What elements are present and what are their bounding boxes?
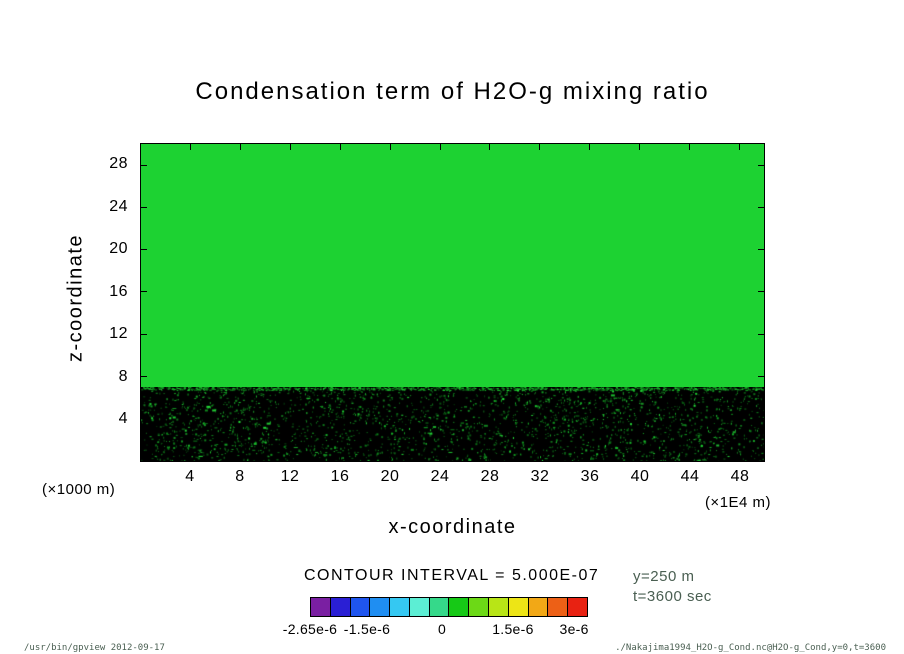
colorbar-tick-label: -2.65e-6	[282, 621, 338, 637]
speckle-canvas	[141, 387, 764, 461]
chart-title: Condensation term of H2O-g mixing ratio	[195, 78, 710, 105]
y-tick-label: 4	[118, 410, 128, 428]
colorbar-labels: -2.65e-6 -1.5e-6 0 1.5e-6 3e-6	[283, 621, 589, 637]
colorbar-tick-label: 1.5e-6	[492, 621, 534, 637]
colorbar-cell	[311, 598, 331, 616]
x-axis-tick-mark	[489, 144, 491, 150]
x-tick-label: 12	[280, 468, 300, 485]
x-axis-tick-mark	[688, 455, 690, 461]
y-axis-tick-mark	[141, 375, 147, 377]
x-axis-tick-mark	[489, 455, 491, 461]
x-axis-tick-mark	[389, 144, 391, 150]
x-axis-label: x-coordinate	[388, 516, 517, 538]
y-tick-label: 12	[109, 325, 128, 343]
colorbar-cell	[568, 598, 587, 616]
contour-interval-label: CONTOUR INTERVAL = 5.000E-07	[304, 567, 600, 584]
colorbar	[310, 597, 588, 617]
x-axis-tick-mark	[339, 455, 341, 461]
x-tick-label: 32	[530, 468, 550, 485]
colorbar-cell	[429, 598, 450, 616]
y-tick-label: 8	[118, 367, 128, 385]
colorbar-cell	[508, 598, 529, 616]
colorbar-cell	[489, 598, 509, 616]
footer-command-line: /usr/bin/gpview 2012-09-17	[24, 643, 165, 653]
x-axis-tick-mark	[339, 144, 341, 150]
annotation-y-slice: y=250 m	[633, 568, 695, 585]
y-axis-tick-mark	[141, 164, 147, 166]
y-tick-label: 20	[109, 240, 128, 258]
colorbar-cell	[548, 598, 569, 616]
x-tick-label: 24	[430, 468, 450, 485]
annotation-time: t=3600 sec	[633, 588, 712, 605]
x-tick-label: 44	[680, 468, 700, 485]
x-axis-tick-mark	[290, 144, 292, 150]
colorbar-cell	[409, 598, 430, 616]
y-axis-tick-mark	[141, 291, 147, 293]
x-axis-tick-mark	[190, 144, 192, 150]
x-axis-tick-mark	[190, 455, 192, 461]
y-axis-tick-mark	[758, 291, 764, 293]
x-tick-label: 36	[580, 468, 600, 485]
x-axis-tick-labels: 4 8 12 16 20 24 28 32 36 40 44 48	[140, 468, 765, 488]
y-axis-tick-mark	[141, 206, 147, 208]
x-tick-label: 20	[380, 468, 400, 485]
x-axis-tick-mark	[638, 144, 640, 150]
colorbar-cell	[370, 598, 391, 616]
colorbar-cell	[469, 598, 490, 616]
y-axis-tick-mark	[141, 333, 147, 335]
x-tick-label: 28	[480, 468, 500, 485]
x-tick-label: 8	[235, 468, 245, 485]
x-axis-tick-mark	[439, 455, 441, 461]
y-axis-unit-label: (×1000 m)	[42, 481, 116, 498]
colorbar-cell	[330, 598, 351, 616]
colorbar-tick-label: -1.5e-6	[343, 621, 391, 637]
plot-area	[140, 143, 765, 462]
y-axis-tick-mark	[758, 418, 764, 420]
y-axis-tick-mark	[758, 164, 764, 166]
x-axis-tick-mark	[589, 144, 591, 150]
x-tick-label: 16	[330, 468, 350, 485]
x-axis-unit-label: (×1E4 m)	[704, 494, 772, 511]
x-tick-label: 40	[630, 468, 650, 485]
colorbar-cell	[350, 598, 371, 616]
colorbar-tick-label: 0	[438, 621, 447, 637]
x-axis-tick-mark	[439, 144, 441, 150]
x-axis-tick-mark	[389, 455, 391, 461]
colorbar-cell	[528, 598, 549, 616]
colorbar-cell	[449, 598, 470, 616]
x-tick-label: 4	[185, 468, 195, 485]
y-tick-label: 24	[109, 197, 128, 215]
y-axis-tick-mark	[141, 418, 147, 420]
x-axis-tick-mark	[688, 144, 690, 150]
x-tick-label: 48	[730, 468, 750, 485]
y-axis-tick-mark	[758, 249, 764, 251]
footer-datafile-path: ./Nakajima1994_H2O-g_Cond.nc@H2O-g_Cond,…	[615, 643, 886, 653]
y-tick-label: 16	[109, 282, 128, 300]
y-axis-tick-mark	[141, 249, 147, 251]
x-axis-tick-mark	[589, 455, 591, 461]
colorbar-cell	[390, 598, 410, 616]
x-axis-tick-mark	[638, 455, 640, 461]
x-axis-tick-mark	[539, 455, 541, 461]
y-axis-tick-labels: 4 8 12 16 20 24 28	[88, 143, 134, 462]
y-axis-label: z-coordinate	[64, 233, 87, 363]
x-axis-tick-mark	[738, 144, 740, 150]
y-axis-tick-mark	[758, 206, 764, 208]
x-axis-tick-mark	[240, 144, 242, 150]
x-axis-tick-mark	[738, 455, 740, 461]
colorbar-tick-label: 3e-6	[559, 621, 589, 637]
y-axis-tick-mark	[758, 375, 764, 377]
y-tick-label: 28	[109, 155, 128, 173]
x-axis-tick-mark	[539, 144, 541, 150]
y-axis-tick-mark	[758, 333, 764, 335]
x-axis-tick-mark	[290, 455, 292, 461]
x-axis-tick-mark	[240, 455, 242, 461]
